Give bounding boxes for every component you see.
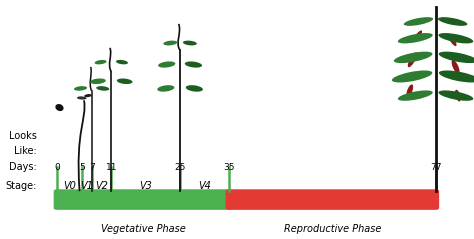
- Text: Looks: Looks: [9, 131, 37, 141]
- Ellipse shape: [398, 33, 433, 43]
- Ellipse shape: [84, 94, 92, 97]
- Ellipse shape: [404, 17, 433, 26]
- Ellipse shape: [117, 78, 133, 84]
- Ellipse shape: [439, 71, 474, 82]
- Ellipse shape: [455, 90, 461, 102]
- Text: Days:: Days:: [9, 162, 37, 172]
- Text: Reproductive Phase: Reproductive Phase: [284, 224, 381, 234]
- Ellipse shape: [95, 60, 107, 64]
- Ellipse shape: [185, 61, 202, 68]
- Ellipse shape: [398, 90, 433, 101]
- Text: 77: 77: [430, 163, 441, 172]
- Text: 35: 35: [223, 163, 235, 172]
- Ellipse shape: [394, 52, 432, 63]
- Ellipse shape: [406, 84, 413, 97]
- Ellipse shape: [116, 60, 128, 64]
- Ellipse shape: [157, 85, 174, 92]
- Text: V3: V3: [139, 181, 152, 191]
- FancyBboxPatch shape: [54, 189, 233, 210]
- Text: Like:: Like:: [15, 146, 37, 156]
- Text: V1: V1: [80, 181, 93, 191]
- Text: 5: 5: [79, 163, 85, 172]
- Text: Vegetative Phase: Vegetative Phase: [101, 224, 186, 234]
- Ellipse shape: [158, 61, 175, 68]
- Ellipse shape: [77, 96, 87, 100]
- Text: 7: 7: [89, 163, 94, 172]
- Ellipse shape: [55, 104, 64, 111]
- Text: V0: V0: [63, 181, 76, 191]
- Ellipse shape: [90, 78, 106, 84]
- Ellipse shape: [438, 90, 474, 101]
- Text: Stage:: Stage:: [6, 181, 37, 191]
- FancyBboxPatch shape: [226, 189, 439, 210]
- Ellipse shape: [186, 85, 203, 92]
- Ellipse shape: [438, 33, 474, 43]
- Ellipse shape: [452, 60, 460, 74]
- Ellipse shape: [164, 41, 177, 45]
- Text: 11: 11: [106, 163, 117, 172]
- Ellipse shape: [413, 30, 422, 41]
- Text: 25: 25: [174, 163, 186, 172]
- Text: V2: V2: [95, 181, 108, 191]
- Text: V4: V4: [198, 181, 211, 191]
- Ellipse shape: [438, 17, 467, 26]
- Ellipse shape: [96, 86, 109, 91]
- Ellipse shape: [439, 52, 474, 63]
- Ellipse shape: [408, 52, 417, 67]
- Ellipse shape: [183, 41, 197, 45]
- Text: 0: 0: [55, 163, 60, 172]
- Ellipse shape: [74, 86, 87, 91]
- Ellipse shape: [392, 71, 432, 82]
- Ellipse shape: [448, 35, 456, 46]
